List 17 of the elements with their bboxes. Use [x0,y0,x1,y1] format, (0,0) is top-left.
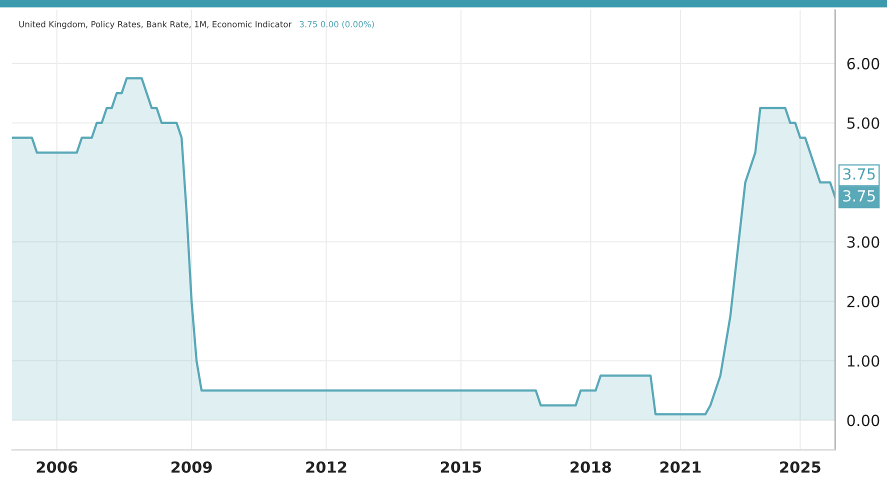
annotation: 3.75 0.00 (0.00%) [300,20,374,28]
y-tick-label: 1.00 [848,355,880,367]
text: 3.75 [843,190,875,202]
y-tick-label: 0.00 [847,414,880,426]
y-tick-label: 3.00 [847,236,880,248]
y-tick-label: 2.00 [847,296,880,308]
text: United Kingdom, Policy Rates, Bank Rate, 1M, Economic Indicator [19,20,292,29]
x-tick-label: 2015 [440,461,482,473]
x-tick-label: 2012 [306,461,346,473]
y-tick-label: 6.00 [847,58,880,70]
x-tick-label: 2025 [780,461,820,473]
x-tick-label: 2009 [172,461,212,473]
text: 3.75 [843,168,875,180]
x-tick-label: 2018 [570,461,611,473]
x-tick-label: 2006 [36,461,78,473]
y-tick-label: 5.00 [847,117,880,129]
x-tick-label: 2021 [660,461,701,473]
